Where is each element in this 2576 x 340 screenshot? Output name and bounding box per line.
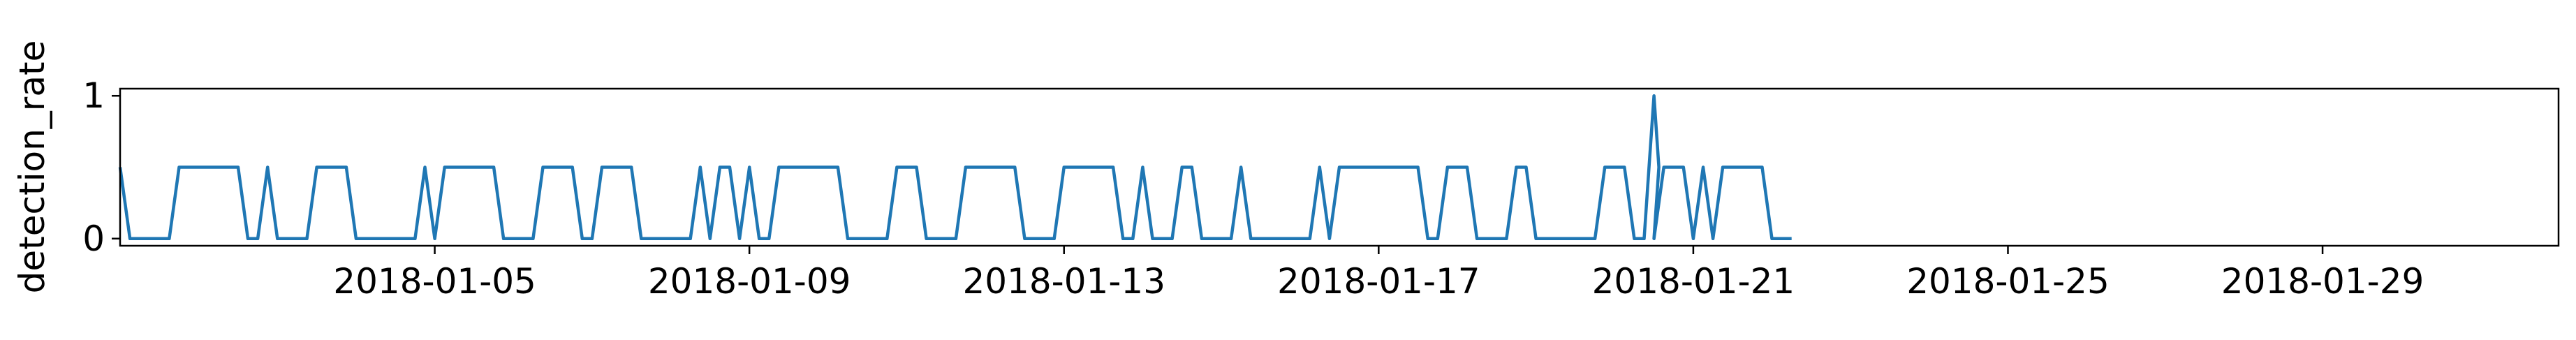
x-tick-label: 2018-01-13 (962, 261, 1165, 302)
x-tick-label: 2018-01-09 (648, 261, 851, 302)
x-tick-label: 2018-01-17 (1277, 261, 1480, 302)
series-line-detection-rate (118, 94, 1792, 241)
x-tick-label: 2018-01-21 (1592, 261, 1795, 302)
x-tick-label: 2018-01-29 (2221, 261, 2424, 302)
y-axis-label: detection_rate (12, 40, 52, 294)
plot-frame (119, 87, 2560, 247)
y-tick-label: 0 (82, 219, 105, 259)
x-tick-label: 2018-01-05 (333, 261, 536, 302)
x-tick-label: 2018-01-25 (1906, 261, 2110, 302)
series-layer (118, 94, 1792, 241)
y-tick-label: 1 (82, 75, 105, 116)
y-axis: 01 (82, 75, 120, 259)
x-axis: 2018-01-05 2018-01-09 2018-01-13 2018-01-17… (333, 246, 2424, 302)
